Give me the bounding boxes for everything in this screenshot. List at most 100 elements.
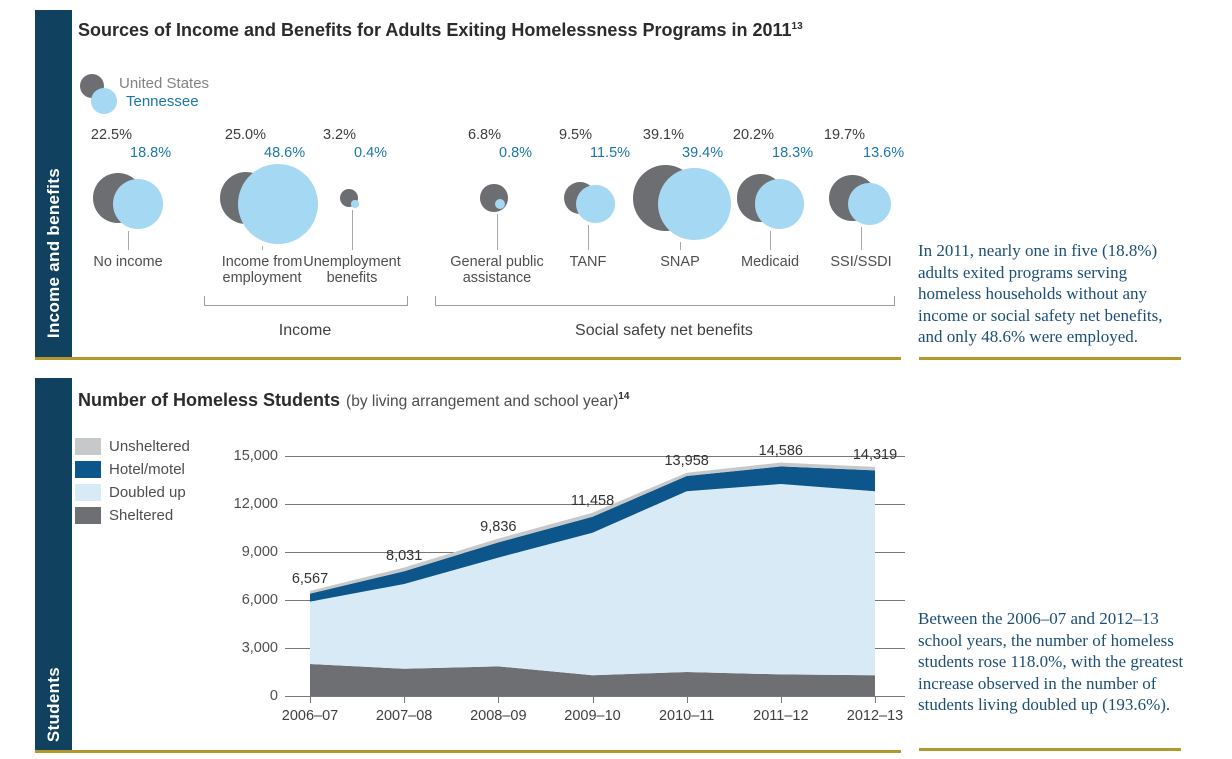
bubble-tn-pct-label: 48.6%	[264, 145, 306, 161]
data-point-total-label: 13,958	[664, 452, 709, 469]
section-divider-rule	[35, 357, 901, 360]
students-section-subtitle: (by living arrangement and school year)	[346, 393, 619, 410]
sidebar-label-students: Students	[43, 666, 63, 742]
x-axis-tick-mark	[780, 696, 782, 703]
bubble-category-label: General public assistance	[450, 254, 544, 286]
students-annotation: Between the 2006–07 and 2012–13 school y…	[918, 609, 1184, 714]
bubble-tn-pct-label: 11.5%	[590, 145, 631, 161]
bubble-stem-line	[770, 230, 771, 250]
group-bracket	[435, 296, 895, 306]
income-section-title-footnote: 13	[791, 21, 803, 32]
data-point-total-label: 6,567	[291, 570, 329, 587]
income-section-title: Sources of Income and Benefits for Adult…	[78, 20, 803, 41]
x-axis-tick-mark	[404, 696, 406, 703]
bubble-tn-circle	[755, 179, 805, 229]
area-series-doubled-up	[310, 484, 875, 676]
bubble-stem-line	[262, 246, 263, 250]
stacked-area-plot	[310, 462, 875, 696]
income-annotation: In 2011, nearly one in five (18.8%) adul…	[918, 241, 1163, 346]
gridline	[285, 456, 905, 457]
x-axis-tick-label: 2009–10	[564, 708, 621, 724]
bubble-tn-circle	[113, 179, 163, 229]
y-axis-tick-label: 9,000	[241, 544, 278, 560]
bubble-us-pct-label: 25.0%	[224, 127, 266, 143]
legend-tn-label: Tennessee	[126, 93, 199, 110]
bubble-us-circle	[480, 184, 508, 212]
x-axis-tick-mark	[498, 696, 500, 703]
x-axis-tick-label: 2012–13	[846, 708, 904, 724]
legend-label: Hotel/motel	[109, 461, 185, 478]
bubble-us-pct-label: 39.1%	[642, 127, 684, 143]
legend-item-unsheltered: Unsheltered	[75, 438, 255, 458]
area-series-hotel-motel	[310, 466, 875, 602]
x-axis-tick-mark	[592, 696, 594, 703]
income-benefits-sidebar-bar: Income and benefits	[35, 10, 72, 358]
legend-item-hotel-motel: Hotel/motel	[75, 461, 255, 481]
y-axis-tick-label: 6,000	[241, 592, 278, 608]
x-axis-tick-label: 2011–12	[753, 708, 809, 724]
bubble-stem-line	[588, 225, 589, 250]
bubble-tn-pct-label: 18.3%	[772, 145, 814, 161]
x-axis-tick-mark	[875, 696, 876, 703]
bubble-us-pct-label: 3.2%	[322, 127, 356, 143]
gridline	[285, 504, 905, 505]
data-point-total-label: 14,586	[758, 442, 803, 459]
legend-label: Doubled up	[109, 484, 186, 501]
data-point-total-label: 14,319	[852, 446, 898, 463]
x-axis-tick-mark	[686, 696, 688, 703]
group-bracket	[204, 296, 408, 306]
legend-label: Unsheltered	[109, 438, 190, 455]
y-axis-tick-label: 12,000	[233, 496, 278, 512]
students-section-title-text: Number of Homeless Students	[78, 390, 341, 410]
x-axis-tick-label: 2007–08	[375, 708, 433, 724]
legend-swatch	[75, 507, 101, 524]
legend-tn-circle	[91, 88, 117, 114]
bubble-stem-line	[352, 209, 353, 250]
x-axis-tick-label: 2006–07	[281, 708, 339, 724]
bubble-tn-pct-label: 0.8%	[499, 145, 533, 161]
bubble-tn-circle	[848, 182, 891, 226]
income-annotation-rule	[919, 357, 1181, 360]
bubble-category-label: Unemployment benefits	[303, 254, 401, 286]
bubble-us-pct-label: 6.8%	[467, 127, 501, 143]
y-axis-tick-label: 15,000	[233, 448, 278, 464]
bubble-us-pct-label: 9.5%	[558, 127, 592, 143]
bubble-tn-pct-label: 0.4%	[354, 145, 388, 161]
area-series-sheltered	[310, 664, 875, 696]
bubble-category-label: No income	[93, 254, 163, 270]
bubble-tn-pct-label: 18.8%	[130, 145, 172, 161]
students-section-title-footnote: 14	[618, 391, 630, 402]
bubble-category-label: Medicaid	[740, 254, 800, 270]
sidebar-label-income-and-benefits: Income and benefits	[43, 167, 63, 338]
legend-item-doubled-up: Doubled up	[75, 484, 255, 504]
students-annotation-rule	[919, 748, 1181, 751]
bubble-stem-line	[497, 213, 498, 250]
legend-label: Sheltered	[109, 507, 174, 524]
bubble-stem-line	[680, 242, 681, 250]
x-axis-tick-label: 2008–09	[470, 708, 527, 724]
bubble-stem-line	[128, 230, 129, 250]
bubble-category-label: Income from employment	[221, 254, 303, 286]
bubble-category-label: SSI/SSDI	[830, 254, 892, 270]
legend-us-label: United States	[119, 75, 210, 92]
data-point-total-label: 8,031	[386, 547, 423, 564]
group-bracket-label: Social safety net benefits	[575, 322, 753, 339]
legend-swatch	[75, 438, 101, 455]
y-axis-tick-label: 3,000	[241, 640, 278, 656]
group-bracket-label: Income	[278, 322, 332, 339]
bubble-us-pct-label: 22.5%	[90, 127, 132, 143]
bubble-tn-pct-label: 13.6%	[863, 145, 905, 161]
bubble-category-label: SNAP	[660, 254, 700, 270]
gridline	[285, 696, 905, 697]
income-section-title-text: Sources of Income and Benefits for Adult…	[78, 20, 792, 40]
y-axis-tick-label: 0	[269, 688, 278, 704]
students-sidebar-bar: Students	[35, 378, 72, 752]
x-axis-tick-label: 2010–11	[658, 708, 715, 724]
bubble-tn-circle	[576, 184, 616, 224]
bubble-tn-circle	[351, 200, 359, 208]
legend-item-sheltered: Sheltered	[75, 507, 255, 527]
bubble-tn-circle	[658, 167, 731, 241]
bubble-us-pct-label: 20.2%	[732, 127, 774, 143]
legend-swatch	[75, 461, 101, 478]
